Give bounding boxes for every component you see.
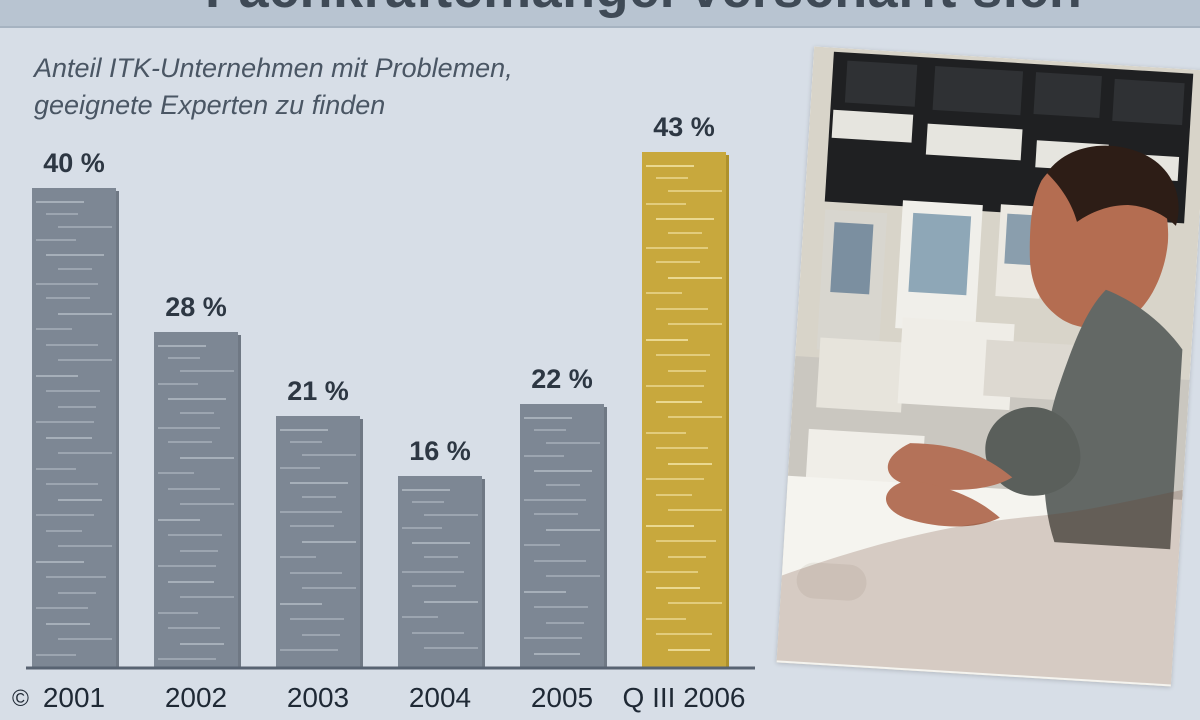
value-label: 40 % (43, 148, 105, 178)
bar-2001 (32, 188, 116, 668)
value-label: 16 % (409, 436, 471, 466)
header-title: Fachkräftemangel verschärft sich (205, 0, 1082, 20)
x-axis-label: 2004 (409, 682, 471, 713)
bar-edge (604, 407, 607, 668)
x-axis-label: Q III 2006 (623, 682, 746, 713)
bar-edge (726, 155, 729, 668)
subtitle-line-2: geeignete Experten zu finden (34, 90, 386, 120)
bar-edge (238, 335, 241, 668)
computer-operator-illustration (776, 46, 1200, 687)
bar-q-iii-2006 (642, 152, 726, 668)
bar-2005 (520, 404, 604, 668)
value-label: 43 % (653, 112, 715, 142)
bar-edge (360, 419, 363, 668)
bar-chart: 40 % 2001 28 % 2002 21 % 2003 16 % 2004 22 % 2005… (12, 112, 755, 713)
x-axis-label: 2005 (531, 682, 593, 713)
bar-2002 (154, 332, 238, 668)
value-label: 28 % (165, 292, 227, 322)
bar-edge (116, 191, 119, 668)
bar-edge (482, 479, 485, 668)
computer-operator-photo (776, 46, 1200, 687)
value-label: 21 % (287, 376, 349, 406)
chart-subtitle: Anteil ITK-Unternehmen mit Problemen, ge… (34, 50, 654, 124)
x-axis-label: 2001 (43, 682, 105, 713)
subtitle-line-1: Anteil ITK-Unternehmen mit Problemen, (34, 53, 513, 83)
x-axis-label: 2003 (287, 682, 349, 713)
x-axis-label: 2002 (165, 682, 227, 713)
header-strip: Fachkräftemangel verschärft sich (0, 0, 1200, 28)
value-label: 22 % (531, 364, 593, 394)
copyright-symbol: © (12, 685, 29, 711)
